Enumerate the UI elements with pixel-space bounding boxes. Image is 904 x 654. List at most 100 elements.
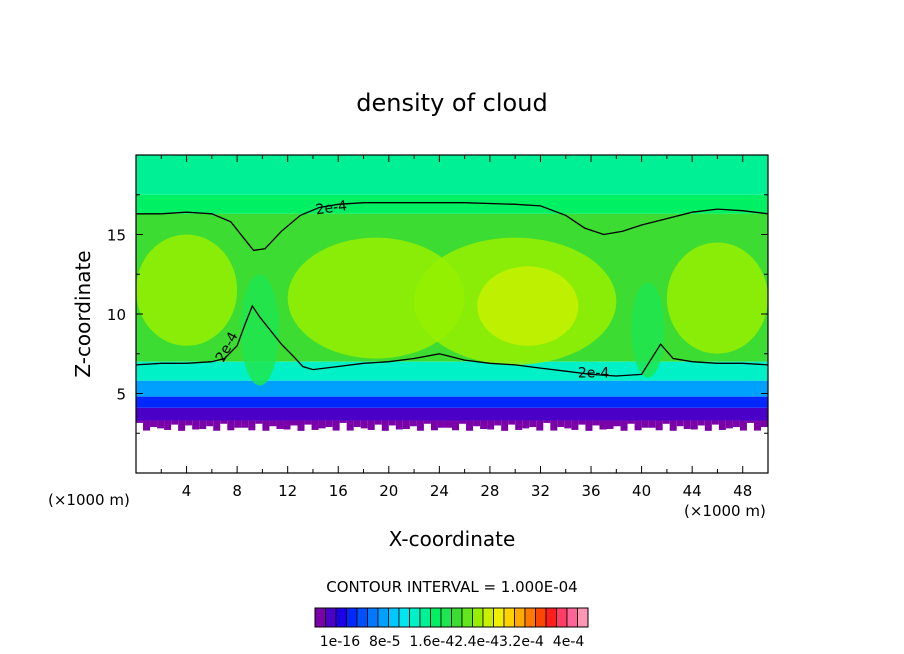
base-fringe-lower (437, 420, 445, 428)
x-tick-label: 36 (581, 482, 600, 500)
base-fringe-lower (655, 420, 663, 431)
x-tick-label: 20 (379, 482, 398, 500)
base-fringe-lower (459, 420, 467, 424)
base-fringe-lower (213, 420, 221, 431)
colorbar-swatch (577, 607, 589, 628)
colorbar-swatch (346, 607, 358, 628)
base-fringe-lower (522, 420, 530, 429)
base-fringe-lower (557, 420, 565, 428)
base-fringe-lower (543, 420, 551, 423)
base-fringe-lower (157, 420, 165, 429)
base-fringe-lower (578, 420, 586, 425)
base-fringe-lower (690, 420, 698, 430)
base-fringe-lower (136, 420, 144, 423)
base-fringe-lower (409, 420, 417, 427)
x-unit-left: (×1000 m) (48, 491, 130, 509)
base-fringe-lower (367, 420, 375, 430)
base-fringe-lower (164, 420, 172, 430)
chart-title: density of cloud (356, 89, 547, 117)
band-lower-blue (136, 396, 768, 408)
updraft-column-left (240, 274, 279, 386)
base-fringe-lower (606, 420, 614, 429)
colorbar-swatch (325, 607, 337, 628)
x-tick-label: 12 (278, 482, 297, 500)
base-fringe-lower (648, 420, 656, 428)
band-top (136, 155, 768, 195)
y-axis-label: Z-coordinate (71, 250, 95, 377)
base-fringe-lower (494, 420, 502, 426)
colorbar-swatch (566, 607, 578, 628)
colorbar-swatch (335, 607, 347, 628)
core-blob-left (136, 234, 238, 346)
base-fringe-lower (487, 420, 495, 430)
base-fringe-lower (571, 420, 579, 430)
band-base-violet (136, 407, 768, 421)
base-fringe-lower (423, 420, 431, 424)
base-fringe-lower (304, 420, 312, 425)
base-fringe-lower (276, 420, 284, 429)
base-fringe-lower (255, 420, 263, 424)
contour-cloud-top (136, 202, 768, 252)
base-fringe-lower (311, 420, 319, 430)
base-fringe-lower (753, 420, 761, 431)
base-fringe-lower (227, 420, 235, 431)
colorbar-swatch (377, 607, 389, 628)
colorbar (314, 607, 589, 628)
colorbar-swatch (356, 607, 368, 628)
colorbar-swatch (503, 607, 515, 628)
colorbar-swatch (524, 607, 536, 628)
base-fringe-lower (564, 420, 572, 429)
colorbar-swatch (545, 607, 557, 628)
x-tick-label: 32 (531, 482, 550, 500)
base-fringe-lower (283, 420, 291, 430)
base-fringe-lower (185, 420, 193, 426)
colorbar-swatch (419, 607, 431, 628)
colorbar-swatch (472, 607, 484, 628)
base-fringe-lower (529, 420, 537, 428)
y-tick-label: 5 (116, 386, 126, 404)
base-fringe-lower (374, 420, 382, 425)
base-fringe-lower (697, 420, 705, 426)
base-fringe-lower (676, 420, 684, 427)
base-fringe-lower (550, 420, 558, 431)
colorbar-swatch (440, 607, 452, 628)
base-fringe-lower (143, 420, 151, 431)
base-fringe-lower (452, 420, 460, 431)
base-fringe-lower (178, 420, 186, 431)
base-fringe-lower (318, 420, 326, 429)
base-fringe-lower (248, 420, 256, 431)
base-fringe-lower (234, 420, 242, 428)
x-axis-label: X-coordinate (389, 527, 516, 551)
base-fringe-lower (508, 420, 516, 425)
base-fringe-lower (395, 420, 403, 430)
colorbar-swatch (451, 607, 463, 628)
base-fringe-lower (416, 420, 424, 431)
density-field (136, 155, 768, 473)
base-fringe-lower (430, 420, 438, 431)
base-fringe-lower (444, 420, 452, 428)
y-tick-label: 15 (107, 227, 126, 245)
base-fringe-lower (641, 420, 649, 428)
base-fringe-lower (297, 420, 305, 431)
core-blob-center-left (287, 237, 465, 359)
colorbar-frame (314, 607, 589, 628)
base-fringe-lower (332, 420, 340, 431)
colorbar-swatch (367, 607, 379, 628)
base-fringe-lower (627, 420, 635, 424)
base-fringe-lower (325, 420, 333, 428)
colorbar-swatch (314, 607, 326, 628)
base-fringe-lower (592, 420, 600, 426)
base-fringe-lower (381, 420, 389, 431)
x-tick-label: 44 (683, 482, 702, 500)
base-fringe-lower (466, 420, 474, 431)
base-fringe-lower (192, 420, 200, 430)
base-fringe-lower (662, 420, 670, 424)
colorbar-swatch (482, 607, 494, 628)
base-fringe-lower (669, 420, 677, 431)
colorbar-swatch (535, 607, 547, 628)
base-fringe-lower (704, 420, 712, 431)
base-fringe-lower (613, 420, 621, 427)
base-fringe-lower (360, 420, 368, 429)
base-fringe-lower (711, 420, 719, 425)
